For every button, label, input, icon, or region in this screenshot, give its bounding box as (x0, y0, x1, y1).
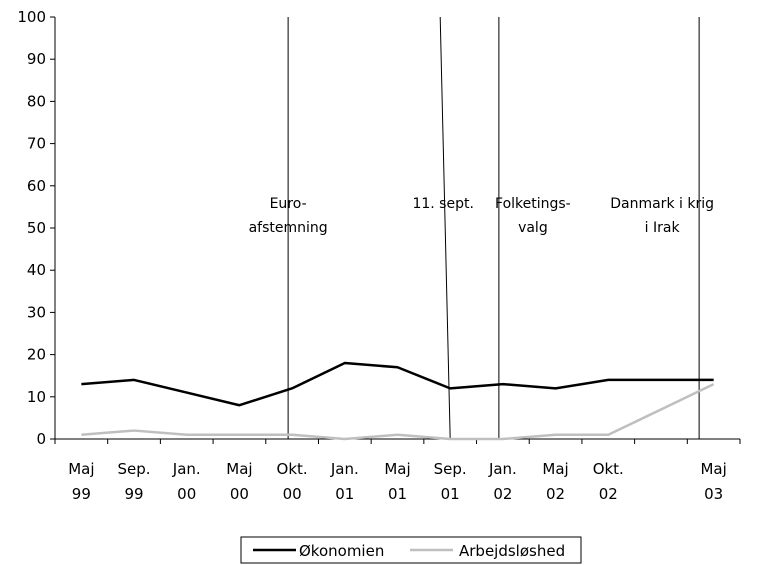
x-tick-label: 00 (283, 485, 302, 503)
x-tick-label: Maj (700, 460, 726, 478)
x-tick-label: Jan. (330, 460, 359, 478)
x-axis: Maj 99 Sep. 99 Jan. 00 Maj 00 Okt. 00 Jan. 01 Maj 01 S… (54, 438, 741, 503)
event-label: valg (518, 220, 548, 236)
y-tick-label: 70 (27, 135, 46, 153)
y-tick-label: 30 (27, 303, 46, 321)
x-tick-label: 99 (124, 485, 143, 503)
x-tick-label: Okt. (593, 460, 624, 478)
event-label: afstemning (249, 220, 328, 236)
x-tick-label: Jan. (172, 460, 201, 478)
y-axis: 0 10 20 30 40 50 60 70 80 90 100 (17, 8, 56, 448)
x-tick-label: Sep. (434, 460, 467, 478)
event-label: Euro- (270, 196, 307, 212)
event-label: 11. sept. (412, 196, 473, 212)
y-tick-label: 10 (27, 388, 46, 406)
x-tick-label: Maj (384, 460, 410, 478)
series-lines (81, 361, 715, 441)
y-tick-label: 20 (27, 346, 46, 364)
y-tick-label: 90 (27, 50, 46, 68)
series-line-arbejdsloshed (81, 383, 715, 441)
event-line (439, 16, 451, 440)
series-line-okonomien (81, 361, 714, 407)
legend: Økonomien Arbejdsløshed (240, 536, 582, 564)
x-tick-label: 02 (599, 485, 618, 503)
y-tick-label: 40 (27, 261, 46, 279)
event-markers: Euro-afstemning 11. sept. Folketings-valg D… (249, 16, 714, 440)
x-tick-label: 02 (493, 485, 512, 503)
x-tick-label: Okt. (277, 460, 308, 478)
x-tick-label: Sep. (118, 460, 151, 478)
x-tick-label: 00 (230, 485, 249, 503)
x-tick-label: 02 (546, 485, 565, 503)
x-tick-label: Jan. (488, 460, 517, 478)
y-tick-label: 60 (27, 177, 46, 195)
y-tick-label: 100 (17, 8, 46, 26)
x-tick-label: Maj (68, 460, 94, 478)
x-tick-label: Maj (542, 460, 568, 478)
event-label: i Irak (645, 220, 681, 236)
x-tick-label: 03 (704, 485, 723, 503)
legend-box (240, 536, 582, 564)
y-tick-label: 0 (36, 430, 46, 448)
event-label: Folketings- (495, 196, 571, 212)
x-tick-label: 01 (441, 485, 460, 503)
x-tick-label: 00 (177, 485, 196, 503)
y-tick-label: 50 (27, 219, 46, 237)
legend-entry: Arbejdsløshed (459, 542, 565, 560)
x-tick-label: 01 (335, 485, 354, 503)
event-label: Danmark i krig (610, 196, 714, 212)
x-tick-label: Maj (226, 460, 252, 478)
x-tick-label: 99 (72, 485, 91, 503)
legend-entry: Økonomien (299, 542, 384, 560)
y-tick-label: 80 (27, 92, 46, 110)
x-tick-label: 01 (388, 485, 407, 503)
